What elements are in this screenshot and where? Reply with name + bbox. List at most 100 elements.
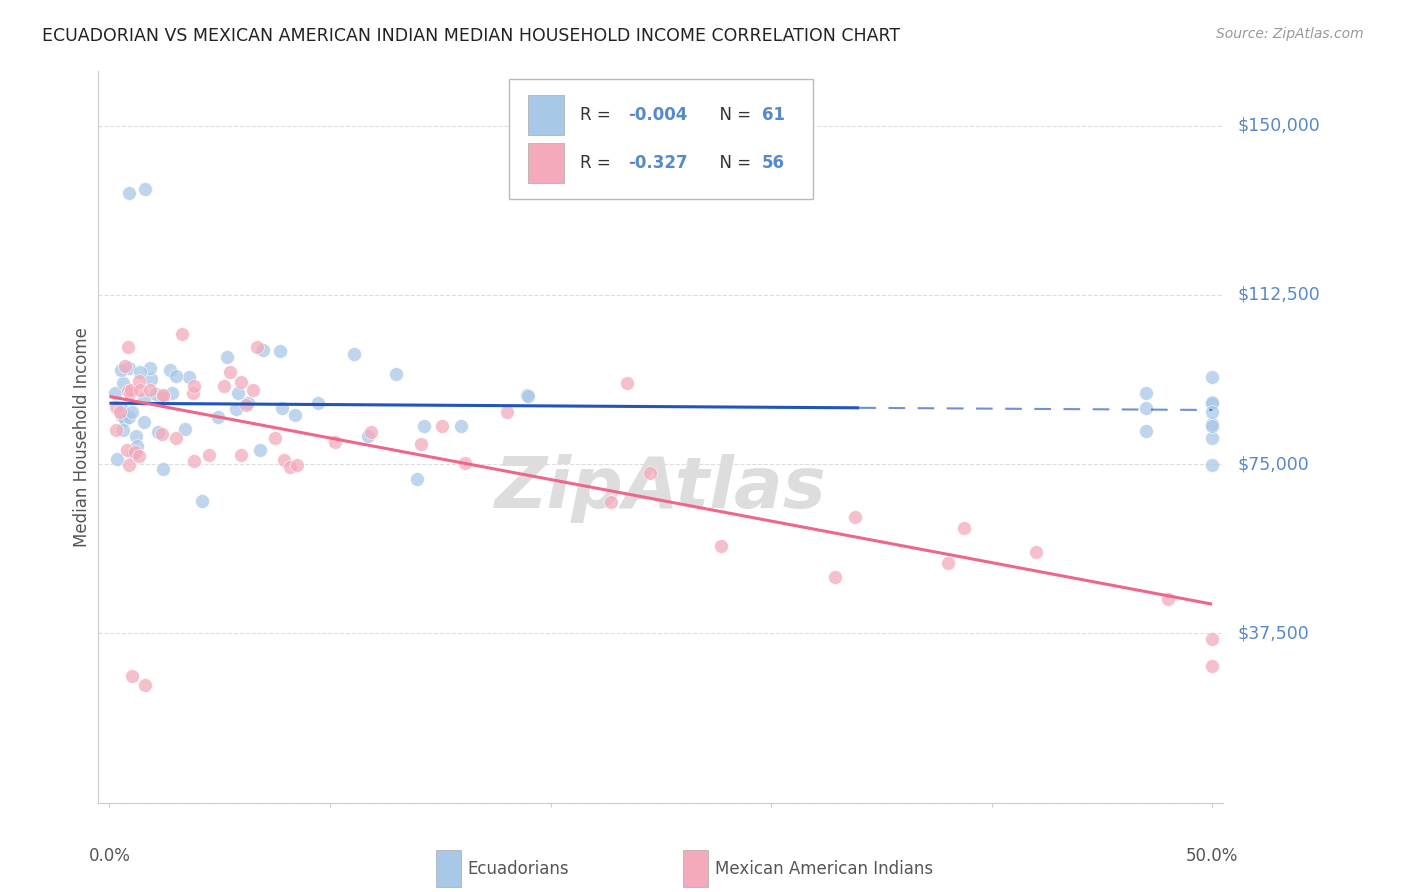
Text: 0.0%: 0.0% [89,847,131,864]
Point [1246,624,1268,638]
Point [134,415,156,429]
Point [343,346,366,360]
Point [242,383,264,397]
Point [1201,658,1223,673]
Point [235,398,257,412]
Point [139,372,162,386]
Point [517,389,540,403]
Point [226,386,249,401]
Point [183,386,205,401]
Point [1201,396,1223,410]
Point [515,388,537,402]
Point [110,363,132,377]
Text: R =: R = [579,153,616,172]
Point [105,451,128,466]
FancyBboxPatch shape [509,78,813,200]
Point [231,448,253,462]
FancyBboxPatch shape [529,143,564,183]
Point [134,392,156,407]
Point [600,494,623,508]
Point [1201,458,1223,472]
Point [1135,401,1157,416]
Point [360,425,382,439]
Text: 61: 61 [762,106,785,124]
Point [824,569,846,583]
Point [117,409,139,424]
Point [104,400,127,414]
Point [323,435,346,450]
Point [120,385,142,400]
Point [183,378,205,392]
Point [236,396,259,410]
Point [159,362,181,376]
Text: 56: 56 [762,153,785,172]
Point [198,448,221,462]
Text: Ecuadorians: Ecuadorians [467,860,569,878]
Text: ECUADORIAN VS MEXICAN AMERICAN INDIAN MEDIAN HOUSEHOLD INCOME CORRELATION CHART: ECUADORIAN VS MEXICAN AMERICAN INDIAN ME… [42,27,900,45]
Text: $150,000: $150,000 [1237,117,1320,135]
Point [177,369,200,384]
Point [190,493,212,508]
Point [115,442,138,457]
Point [307,396,329,410]
Point [162,385,184,400]
Point [936,557,959,571]
Point [1201,370,1223,384]
Point [172,327,194,342]
Point [273,453,295,467]
Point [1201,394,1223,409]
Point [129,383,152,397]
Point [357,429,380,443]
Point [1201,417,1223,431]
Point [454,456,477,470]
Text: $37,500: $37,500 [1237,624,1309,642]
Point [114,359,136,374]
Point [284,408,307,422]
Point [710,540,733,554]
Point [117,340,139,354]
Point [165,369,187,384]
Point [249,442,271,457]
FancyBboxPatch shape [529,95,564,136]
Text: N =: N = [709,153,756,172]
Point [1201,632,1223,646]
Point [231,375,253,389]
Point [121,669,143,683]
FancyBboxPatch shape [436,850,461,887]
Point [114,412,136,426]
Point [108,404,131,418]
Point [152,387,174,401]
Point [183,453,205,467]
Point [1201,431,1223,445]
Point [117,384,139,398]
Point [128,449,150,463]
Point [139,360,162,375]
Text: N =: N = [709,106,756,124]
Text: R =: R = [579,106,616,124]
Point [406,472,429,486]
Point [111,402,134,417]
Text: 50.0%: 50.0% [1187,847,1239,864]
Point [496,405,519,419]
Point [952,521,974,535]
Point [270,401,292,415]
Text: -0.327: -0.327 [628,153,688,172]
Point [411,437,433,451]
Point [118,186,141,201]
Point [112,376,135,391]
Point [1157,591,1180,606]
Point [105,423,128,437]
Text: Source: ZipAtlas.com: Source: ZipAtlas.com [1216,27,1364,41]
Point [174,422,197,436]
Point [269,343,291,358]
Text: Mexican American Indians: Mexican American Indians [714,860,934,878]
Point [640,466,662,480]
Text: -0.004: -0.004 [628,106,688,124]
Point [145,387,167,401]
Text: $112,500: $112,500 [1237,285,1320,304]
Point [207,409,229,424]
Point [450,419,472,434]
Point [125,429,148,443]
Point [225,401,247,416]
Point [128,374,150,388]
